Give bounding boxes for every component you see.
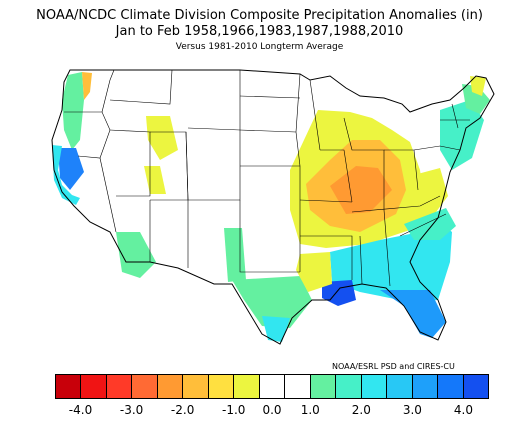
legend-tick-label: 4.0 [453, 403, 474, 417]
legend-color-box [259, 375, 286, 398]
legend-tick-label: 3.0 [402, 403, 422, 417]
color-legend [55, 374, 489, 399]
region-california-wet [52, 145, 80, 205]
title-line-2: Jan to Feb 1958,1966,1983,1987,1988,2010 [115, 24, 404, 39]
legend-color-box [183, 375, 209, 398]
region-california-very-wet [58, 148, 84, 190]
legend-color-box [463, 375, 488, 398]
us-precipitation-anomaly-map [51, 69, 495, 345]
title-line-3: Versus 1981-2010 Longterm Average [175, 42, 344, 52]
region-southern-plains-dry [296, 252, 332, 292]
region-pnw-dry [82, 72, 92, 100]
region-southeast-coast-wet [404, 208, 456, 240]
legend-color-box [56, 375, 82, 398]
us-outline [51, 69, 495, 345]
state-borders [64, 69, 470, 287]
region-mid-atlantic-dry [410, 168, 448, 222]
legend-color-box [361, 375, 388, 398]
region-texas-wet [232, 276, 312, 328]
region-texas-coast-wet [262, 316, 290, 342]
region-northeast-wet [440, 100, 484, 170]
legend-color-box [234, 375, 260, 398]
legend-color-box [412, 375, 439, 398]
legend-tick-label: -4.0 [68, 403, 93, 417]
region-southwest-wet [116, 232, 156, 278]
legend-color-box [285, 375, 311, 398]
legend-color-box [106, 375, 133, 398]
region-florida-wet [380, 290, 446, 338]
legend-color-box [387, 375, 413, 398]
legend-tick-label: 1.0 [300, 403, 320, 417]
title-line-1: NOAA/NCDC Climate Division Composite Pre… [36, 8, 483, 23]
region-rockies-dry [146, 116, 178, 160]
legend-color-box [81, 375, 107, 398]
legend-tick-label: 0.0 [262, 403, 282, 417]
region-utah-dry [144, 166, 166, 194]
region-new-england-wet [462, 84, 490, 114]
legend-color-box [438, 375, 464, 398]
region-southeast-wet [330, 222, 452, 302]
legend-color-box [208, 375, 235, 398]
legend-color-box [336, 375, 362, 398]
legend-tick-label: -3.0 [119, 403, 144, 417]
region-arizona-wet [224, 228, 246, 282]
legend-color-box [157, 375, 184, 398]
region-maine-dry [470, 76, 486, 96]
legend-tick-label: -1.0 [221, 403, 246, 417]
region-pacific-nw-wet [62, 72, 84, 150]
legend-color-box [132, 375, 158, 398]
legend-color-box [310, 375, 337, 398]
legend-tick-label: 2.0 [351, 403, 371, 417]
anomaly-regions [52, 72, 490, 342]
legend-tick-label: -2.0 [170, 403, 195, 417]
data-source-credit: NOAA/ESRL PSD and CIRES-CU [332, 362, 455, 371]
